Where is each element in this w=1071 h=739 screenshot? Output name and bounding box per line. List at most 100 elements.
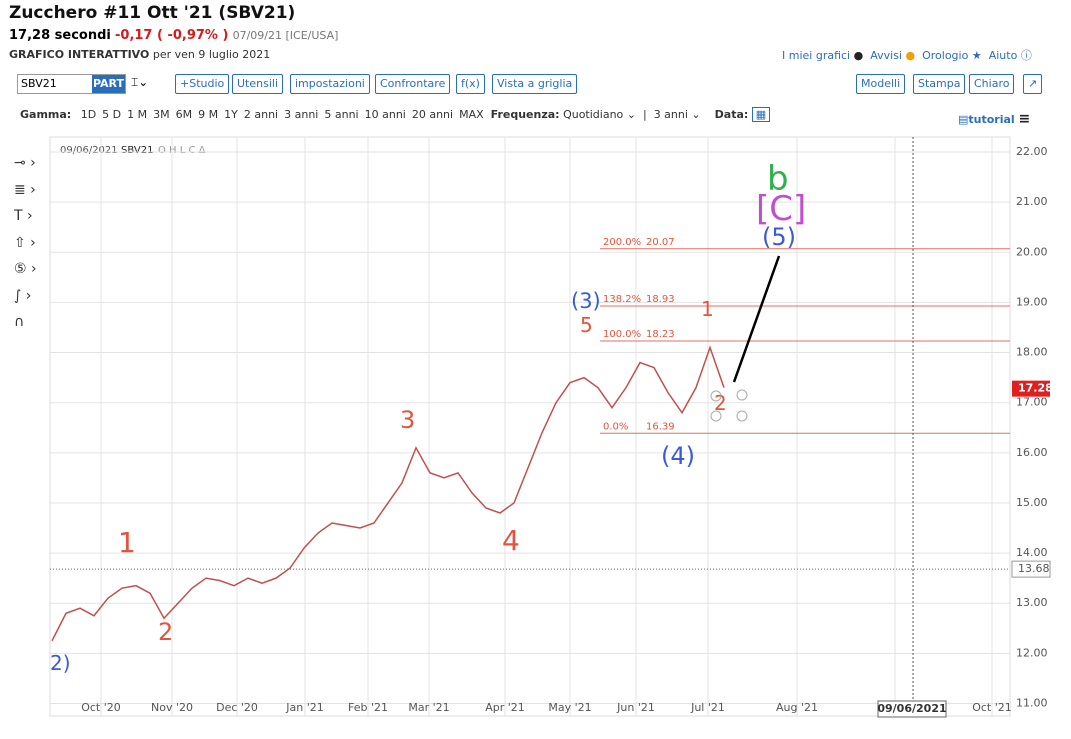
- range[interactable]: 5 D: [102, 108, 122, 121]
- tool[interactable]: ∩: [14, 314, 25, 330]
- wave-label: 2: [158, 618, 173, 646]
- button[interactable]: Chiaro: [969, 74, 1015, 94]
- drawing-tools: ⊸ › ≣ › T › ⇧ › ⑤ › ∫ › ∩: [14, 150, 37, 336]
- tool[interactable]: ⊸ ›: [14, 155, 36, 171]
- button[interactable]: Stampa: [913, 74, 966, 94]
- range[interactable]: 1D: [80, 108, 97, 121]
- tool[interactable]: ⑤ ›: [14, 261, 37, 277]
- y-tick-label: 21.00: [1016, 195, 1048, 208]
- wave-labels: 2) 1 2 3 4 5 (3) (4) 1 2 (5) [C] b: [50, 159, 806, 675]
- expand-button[interactable]: ↗: [1023, 74, 1043, 94]
- range[interactable]: 5 anni: [324, 108, 359, 121]
- range[interactable]: 6M: [175, 108, 193, 121]
- symbol-input[interactable]: SBV21 PART: [17, 74, 126, 94]
- quote-line: 17,28 secondi -0,17 ( -0,97% ) 07/09/21 …: [9, 28, 338, 43]
- fib-ratio: 100.0%: [603, 329, 641, 340]
- y-tick-label: 12.00: [1016, 646, 1048, 659]
- crosshair-date: 09/06/2021: [877, 702, 946, 715]
- x-tick-label: Feb '21: [348, 701, 388, 714]
- wave-label: b: [767, 159, 789, 199]
- range-label: Gamma:: [20, 108, 72, 121]
- x-tick-label: Jun '21: [616, 701, 655, 714]
- range[interactable]: 1Y: [224, 108, 238, 121]
- top-links: I miei grafici ● Avvisi ● Orologio ★ Aiu…: [782, 49, 1032, 62]
- change: -0,17 ( -0,97% ): [115, 28, 229, 43]
- tool[interactable]: ∫ ›: [14, 287, 32, 304]
- y-tick-label: 20.00: [1016, 245, 1048, 258]
- chart-date-line: GRAFICO INTERATTIVO per ven 9 luglio 202…: [9, 48, 270, 61]
- wave-label: 4: [502, 524, 520, 557]
- wave-label: 2: [714, 391, 727, 415]
- last-price-label: 17.28: [1018, 382, 1053, 395]
- range[interactable]: 10 anni: [364, 108, 406, 121]
- reference-label: 13.68: [1018, 562, 1050, 575]
- range[interactable]: 3 anni: [284, 108, 319, 121]
- reference-box: [1011, 560, 1051, 578]
- tool[interactable]: ⇧ ›: [14, 234, 36, 251]
- wave-label: 5: [580, 313, 593, 337]
- y-tick-label: 16.00: [1016, 446, 1048, 459]
- chart-label: GRAFICO INTERATTIVO: [9, 48, 150, 61]
- tool[interactable]: T ›: [14, 208, 33, 224]
- button[interactable]: Confrontare: [375, 74, 451, 94]
- wave-label: 1: [118, 526, 136, 559]
- period[interactable]: 3 anni: [653, 108, 688, 121]
- frequency[interactable]: Quotidiano: [563, 108, 624, 121]
- button[interactable]: Modelli: [856, 74, 906, 94]
- draw-menu[interactable]: ⌶⌄: [131, 75, 149, 89]
- wave-label: (4): [661, 442, 695, 470]
- link[interactable]: Orologio: [922, 49, 969, 62]
- button[interactable]: Vista a griglia: [492, 74, 578, 94]
- fib-value: 16.39: [646, 421, 675, 432]
- last-price-box: [1012, 380, 1050, 397]
- x-tick-label: Oct '20: [81, 701, 121, 714]
- frequency-label: Frequenza:: [490, 108, 560, 121]
- wave-label: 2): [50, 651, 71, 675]
- link[interactable]: I miei grafici: [782, 49, 851, 62]
- x-tick-label: Dec '20: [216, 701, 258, 714]
- range[interactable]: MAX: [459, 108, 484, 121]
- link[interactable]: Avvisi: [870, 49, 902, 62]
- x-tick-label: May '21: [548, 701, 591, 714]
- range[interactable]: 9 M: [198, 108, 219, 121]
- x-tick-label: Apr '21: [485, 701, 525, 714]
- tool[interactable]: ≣ ›: [14, 181, 36, 198]
- tutorial-text: tutorial: [968, 113, 1015, 126]
- tutorial[interactable]: ▤tutorial ≡: [958, 111, 1031, 127]
- y-tick-label: 19.00: [1016, 295, 1048, 308]
- legend-date: 09/06/2021: [60, 145, 118, 156]
- range[interactable]: 2 anni: [243, 108, 279, 121]
- button[interactable]: f(x): [456, 74, 485, 94]
- range[interactable]: 3M: [153, 108, 170, 121]
- x-tick-label: Nov '20: [151, 701, 193, 714]
- crosshair-box: [877, 700, 947, 718]
- x-tick-label: Mar '21: [408, 701, 449, 714]
- chart-date: per ven 9 luglio 2021: [152, 48, 271, 61]
- range[interactable]: 20 anni: [411, 108, 454, 121]
- wave-label: 3: [400, 406, 415, 434]
- calendar[interactable]: ▦: [751, 107, 771, 122]
- link[interactable]: Aiuto: [988, 49, 1018, 62]
- y-tick-label: 11.00: [1016, 696, 1048, 709]
- fib-ratio: 200.0%: [603, 237, 641, 248]
- x-tick-label: Jan '21: [285, 701, 323, 714]
- wave-label: (3): [571, 289, 601, 313]
- x-tick-label: Oct '21: [972, 701, 1012, 714]
- fib-ratio: 0.0%: [603, 421, 628, 432]
- pattern-points: [710, 389, 748, 422]
- projection-line: [732, 255, 781, 383]
- y-tick-label: 14.00: [1016, 546, 1048, 559]
- wave-label: [C]: [756, 189, 806, 229]
- range[interactable]: 1 M: [127, 108, 148, 121]
- date-label: Data:: [714, 108, 749, 121]
- symbol: SBV21: [21, 77, 57, 90]
- plot-frame: [49, 136, 1011, 717]
- legend-series: SBV21: [121, 145, 153, 156]
- button[interactable]: +Studio: [175, 74, 230, 94]
- button[interactable]: impostazioni: [290, 74, 370, 94]
- price: 17,28 secondi: [9, 28, 111, 43]
- button[interactable]: Utensili: [232, 74, 284, 94]
- range-bar: Gamma: 1D 5 D 1 M 3M 6M 9 M 1Y 2 anni 3 anni 5 an…: [20, 107, 771, 122]
- fib-value: 18.23: [646, 329, 675, 340]
